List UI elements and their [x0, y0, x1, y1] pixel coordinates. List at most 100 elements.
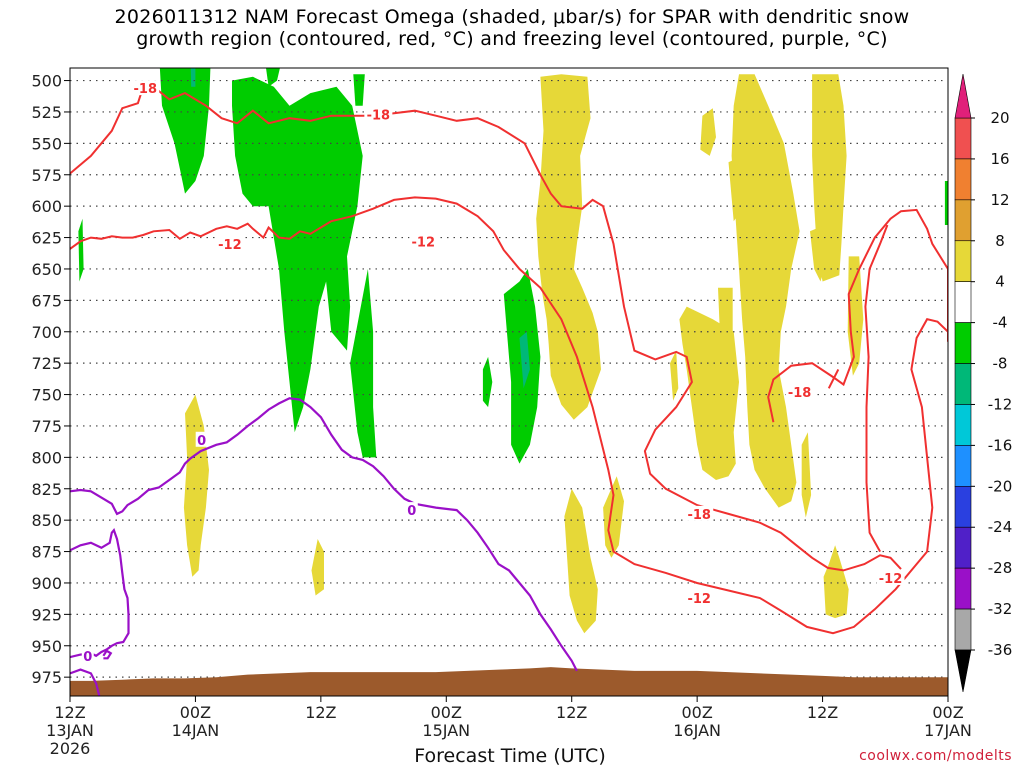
descent-region-2	[700, 108, 716, 156]
y-tick-label-950: 950	[31, 637, 62, 656]
colorbar-bin-7	[954, 404, 972, 446]
contour-label-bg-5	[785, 384, 814, 400]
terrain-fill	[70, 667, 948, 696]
descent-region-4	[731, 74, 800, 508]
contour-layer	[70, 85, 948, 696]
y-tick-label-875: 875	[31, 543, 62, 562]
dgz-contour-4	[827, 368, 840, 389]
x-tick-line1-2: 12Z	[305, 703, 336, 722]
freezing-contour-2	[70, 668, 101, 696]
x-tick-line2-3: 15JAN	[422, 721, 470, 740]
colorbar-label-6: -8	[993, 355, 1008, 373]
y-axis-pressure-ticks: 500 525 550 575 600 625 650 675 700 725 750 775 800 8…	[31, 72, 70, 687]
x-tick-line2-0: 13JAN	[46, 721, 94, 740]
contour-label-5: -18	[788, 386, 812, 401]
source-credit: coolwx.com/modelts	[859, 748, 1012, 764]
colorbar-bin-9	[954, 486, 972, 528]
y-tick-label-700: 700	[31, 323, 62, 342]
colorbar-bin-2	[954, 199, 972, 242]
descent-region-0	[536, 74, 601, 420]
descent-region-13	[603, 476, 624, 558]
descent-region-16	[670, 350, 679, 401]
colorbar-label-3: 8	[995, 232, 1005, 250]
contour-label-9: 0	[407, 504, 416, 519]
ascent-region-20	[266, 68, 280, 87]
freezing-contour-0	[70, 397, 578, 672]
y-tick-label-525: 525	[31, 103, 62, 122]
colorbar-bin-0	[954, 117, 972, 160]
ascent-region-25	[482, 356, 493, 408]
contour-label-bg-3	[409, 233, 438, 249]
x-tick-line1-7: 00Z	[932, 703, 963, 722]
y-tick-label-850: 850	[31, 511, 62, 530]
descent-region-9	[704, 400, 716, 445]
plot-area	[70, 68, 948, 696]
contour-label-layer: -18 -18 -12 -12 -18 -18 -12 -12 0 0 0	[81, 80, 905, 665]
contour-label-bg-4	[685, 505, 714, 521]
ascent-region-21	[353, 74, 365, 106]
colorbar-bin-8	[954, 445, 972, 487]
ascent-region-28	[519, 331, 530, 389]
colorbar-label-0: 20	[990, 109, 1009, 127]
contour-label-1: -18	[367, 108, 391, 123]
ascent-region-26	[944, 181, 948, 225]
colorbar-top-arrow	[954, 73, 972, 119]
dgz-contour-1	[767, 208, 948, 423]
contour-label-10: 0	[83, 650, 92, 665]
colorbar-label-13: -36	[988, 641, 1013, 659]
descent-region-15	[311, 539, 324, 596]
plot-frame	[69, 67, 949, 697]
contour-label-bg-1	[364, 106, 393, 122]
contour-label-bg-8	[195, 431, 208, 447]
descent-region-17	[728, 155, 745, 222]
colorbar-bin-4	[954, 281, 972, 323]
omega-shading-layer	[78, 68, 948, 634]
colorbar-label-2: 12	[990, 191, 1009, 209]
descent-region-1	[566, 344, 591, 408]
y-tick-label-575: 575	[31, 166, 62, 185]
x-tick-line1-5: 00Z	[681, 703, 712, 722]
y-tick-label-725: 725	[31, 354, 62, 373]
x-tick-line1-6: 12Z	[807, 703, 838, 722]
descent-region-10	[823, 545, 849, 619]
ascent-region-18	[159, 68, 211, 194]
terrain-layer	[70, 667, 948, 696]
omega-colorbar: 20 16 12 8 4 -4 -8 -12 -16 -20 -24 -28 -32 -36	[954, 73, 1013, 693]
y-tick-label-750: 750	[31, 386, 62, 405]
colorbar-bin-1	[954, 158, 972, 201]
y-tick-label-600: 600	[31, 197, 62, 216]
colorbar-bin-10	[954, 526, 972, 569]
plot-background	[70, 68, 948, 696]
colorbar-bin-11	[954, 567, 972, 610]
plot-border	[69, 67, 949, 697]
contour-label-bg-6	[685, 590, 714, 606]
descent-region-6	[810, 225, 828, 282]
colorbar-bin-12	[954, 608, 972, 651]
colorbar-label-12: -32	[988, 600, 1013, 618]
y-tick-label-650: 650	[31, 260, 62, 279]
colorbar-bin-5	[954, 322, 972, 364]
contour-label-bg-0	[131, 80, 160, 96]
y-tick-label-925: 925	[31, 605, 62, 624]
y-tick-label-625: 625	[31, 229, 62, 248]
x-tick-line2-7: 17JAN	[924, 721, 972, 740]
x-tick-line2-5: 16JAN	[673, 721, 721, 740]
x-tick-line2-1: 14JAN	[172, 721, 220, 740]
dgz-contour-0	[70, 85, 902, 572]
contour-label-bg-9	[405, 502, 418, 518]
colorbar-label-1: 16	[990, 150, 1009, 168]
colorbar-label-11: -28	[988, 559, 1013, 577]
colorbar-label-7: -12	[988, 395, 1013, 413]
contour-label-0: -18	[134, 82, 158, 97]
descent-region-8	[718, 287, 733, 338]
y-tick-label-800: 800	[31, 448, 62, 467]
x-axis-title: Forecast Time (UTC)	[414, 745, 606, 767]
freezing-contour-3	[102, 649, 113, 660]
contour-label-7: -12	[879, 572, 903, 587]
descent-region-12	[564, 488, 598, 634]
y-tick-label-825: 825	[31, 480, 62, 499]
contour-label-bg-7	[876, 569, 905, 585]
colorbar-bin-6	[954, 363, 972, 405]
